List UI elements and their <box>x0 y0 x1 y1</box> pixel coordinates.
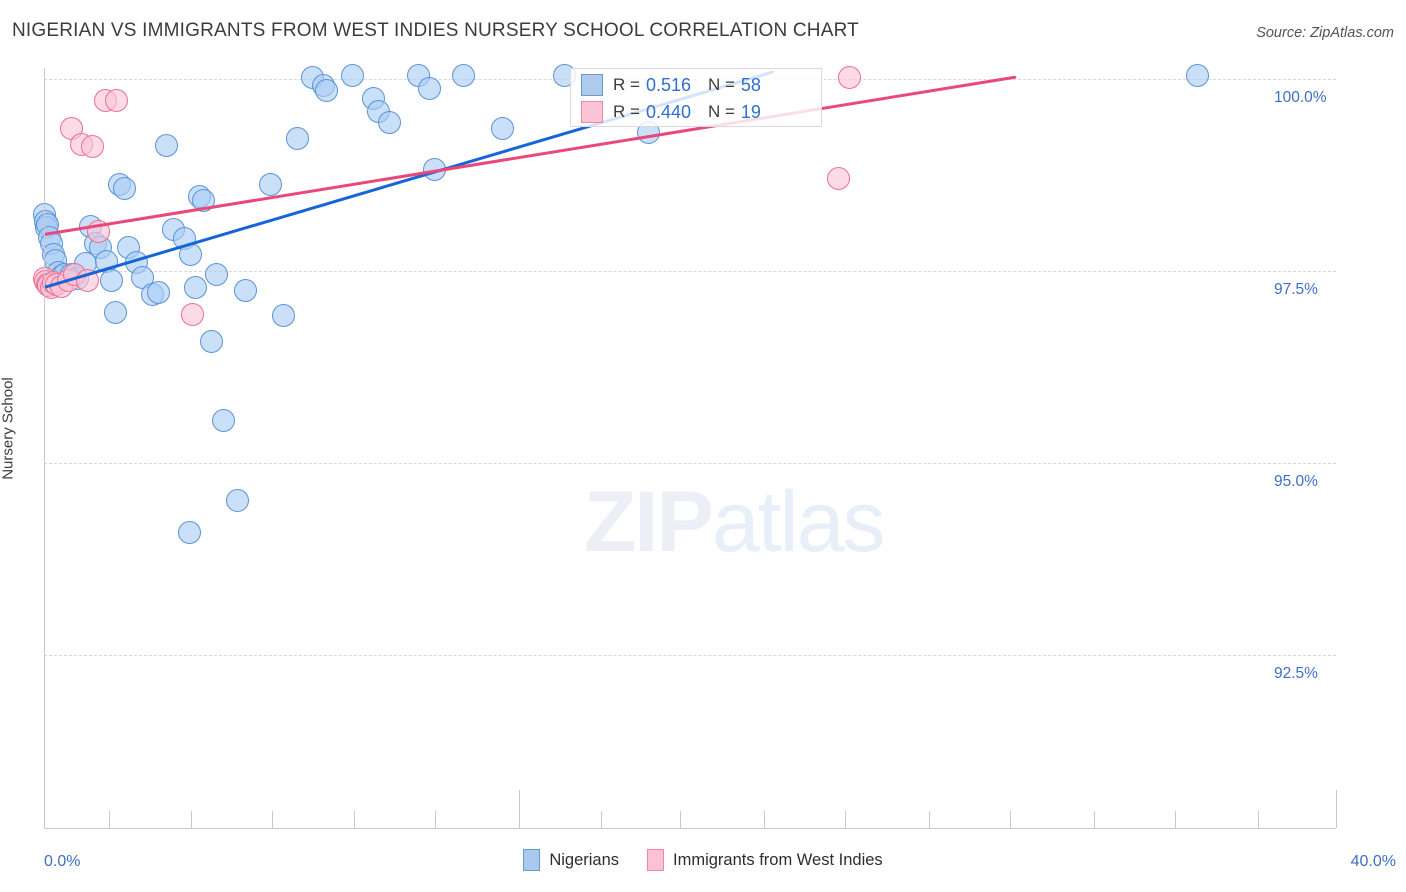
scatter-point <box>418 76 442 100</box>
legend-swatch-nigerians <box>523 849 541 871</box>
stats-swatch-west-indies <box>581 101 603 123</box>
series-legend: Nigerians Immigrants from West Indies <box>0 849 1406 871</box>
page-title: NIGERIAN VS IMMIGRANTS FROM WEST INDIES … <box>12 20 859 41</box>
scatter-point <box>286 127 310 151</box>
legend-item-west-indies[interactable]: Immigrants from West Indies <box>647 849 883 871</box>
x-axis-tick <box>764 811 766 828</box>
x-axis-tick-major <box>518 790 520 828</box>
y-axis-line <box>44 68 45 828</box>
x-axis-tick <box>1258 811 1260 828</box>
scatter-point <box>80 135 104 159</box>
y-axis-tick-label: 100.0% <box>1274 89 1327 106</box>
scatter-point <box>184 275 208 299</box>
y-axis-tick-label: 97.5% <box>1274 281 1318 298</box>
watermark: ZIPatlas <box>584 473 944 572</box>
source-attribution: Source: ZipAtlas.com <box>1256 25 1394 41</box>
scatter-point <box>177 520 201 544</box>
scatter-point <box>100 268 124 292</box>
stats-row-nigerians: R = 0.516 N = 58 <box>581 72 761 98</box>
gridline <box>44 655 1336 656</box>
legend-item-nigerians[interactable]: Nigerians <box>523 849 619 871</box>
scatter-point <box>315 79 339 103</box>
x-axis-tick <box>1174 811 1176 828</box>
scatter-point <box>271 304 295 328</box>
scatter-point <box>258 172 282 196</box>
scatter-point <box>200 330 224 354</box>
plot-area: ZIPatlas <box>33 63 1336 828</box>
watermark-zip: ZIP <box>584 474 714 570</box>
scatter-point <box>147 281 171 304</box>
x-axis-tick <box>601 811 603 828</box>
x-axis-tick <box>680 811 682 828</box>
x-axis-tick-major <box>1336 790 1337 828</box>
y-axis-tick-label: 92.5% <box>1274 665 1318 682</box>
stats-r-label-nigerians: R = <box>613 75 640 94</box>
stats-row-west-indies: R = 0.440 N = 19 <box>581 99 761 125</box>
scatter-point <box>452 63 476 87</box>
stats-n-value-west-indies: 19 <box>740 101 761 122</box>
x-axis-tick <box>929 811 931 828</box>
x-axis-line <box>44 828 1336 829</box>
scatter-point <box>226 489 250 513</box>
scatter-point <box>211 409 235 433</box>
stats-r-value-west-indies: 0.440 <box>645 101 691 122</box>
scatter-point <box>827 167 851 191</box>
scatter-point <box>103 300 127 324</box>
scatter-point <box>378 111 402 135</box>
scatter-point <box>838 65 862 89</box>
x-axis-tick <box>190 811 192 828</box>
stats-r-value-nigerians: 0.516 <box>645 74 691 95</box>
x-axis-tick <box>108 811 110 828</box>
stats-r-label-west-indies: R = <box>613 102 640 121</box>
trendline-west-indies <box>43 75 1017 236</box>
x-axis-min-label: 0.0% <box>44 853 81 870</box>
scatter-point <box>491 117 515 141</box>
scatter-point <box>105 89 129 112</box>
scatter-point <box>113 177 137 201</box>
stats-n-label-nigerians: N = <box>707 75 735 94</box>
x-axis-tick <box>354 811 356 828</box>
gridline <box>44 271 1336 272</box>
scatter-point <box>340 63 364 87</box>
x-axis-tick <box>1093 811 1095 828</box>
scatter-point <box>234 278 258 302</box>
x-axis-max-label: 40.0% <box>1350 853 1396 870</box>
scatter-point <box>181 302 205 326</box>
stats-swatch-nigerians <box>581 74 603 96</box>
gridline <box>44 463 1336 464</box>
x-axis-tick <box>271 811 273 828</box>
scatter-point <box>1185 63 1209 87</box>
watermark-atlas: atlas <box>711 474 886 570</box>
scatter-point <box>205 263 229 287</box>
stats-n-value-nigerians: 58 <box>740 74 761 95</box>
stats-n-label-west-indies: N = <box>707 102 735 121</box>
x-axis-tick <box>434 811 436 828</box>
legend-label-nigerians: Nigerians <box>549 850 620 869</box>
y-axis-title: Nursery School <box>0 377 17 480</box>
legend-swatch-west-indies <box>647 849 665 871</box>
stats-legend-box: R = 0.516 N = 58 R = 0.440 N = 19 <box>570 68 822 127</box>
x-axis-tick <box>845 811 847 828</box>
x-axis-tick <box>1009 811 1011 828</box>
scatter-point <box>155 134 179 158</box>
legend-label-west-indies: Immigrants from West Indies <box>673 850 883 869</box>
y-axis-tick-label: 95.0% <box>1274 473 1318 490</box>
